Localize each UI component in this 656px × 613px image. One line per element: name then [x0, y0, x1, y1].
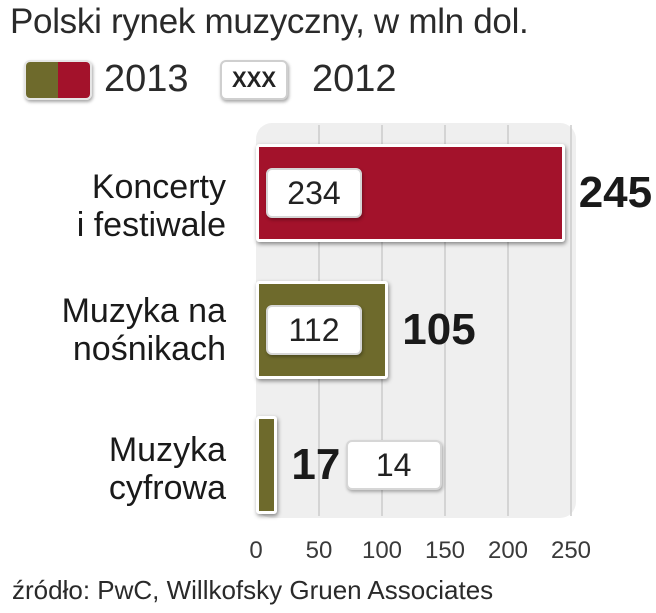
value-label-2013: 17: [291, 440, 341, 489]
legend-label-2012: 2012: [312, 58, 397, 100]
value-label-2012: 14: [345, 440, 442, 490]
x-tick-label: 200: [487, 537, 529, 564]
chart-title: Polski rynek muzyczny, w mln dol.: [10, 2, 529, 41]
source-note: źródło: PwC, Willkofsky Gruen Associates: [12, 575, 494, 605]
legend-swatch-2012: XXX: [220, 60, 288, 100]
value-label-2012: 112: [266, 305, 362, 355]
x-tick-label: 100: [361, 537, 403, 564]
category-label: Koncerty i festiwale: [76, 168, 226, 244]
legend-label-2013: 2013: [104, 58, 189, 100]
value-label-2013: 105: [402, 305, 476, 354]
category-label: Muzyka cyfrowa: [108, 431, 226, 507]
value-label-2012: 234: [266, 168, 362, 218]
legend-swatch-2013: [24, 60, 92, 100]
bar-2013: [256, 416, 278, 514]
x-tick-label: 0: [249, 537, 263, 564]
x-tick-label: 250: [550, 537, 592, 564]
x-tick-label: 50: [305, 537, 333, 564]
value-label-2013: 245: [578, 168, 653, 217]
category-label: Muzyka na nośnikach: [61, 292, 226, 368]
x-tick-label: 150: [424, 537, 466, 564]
